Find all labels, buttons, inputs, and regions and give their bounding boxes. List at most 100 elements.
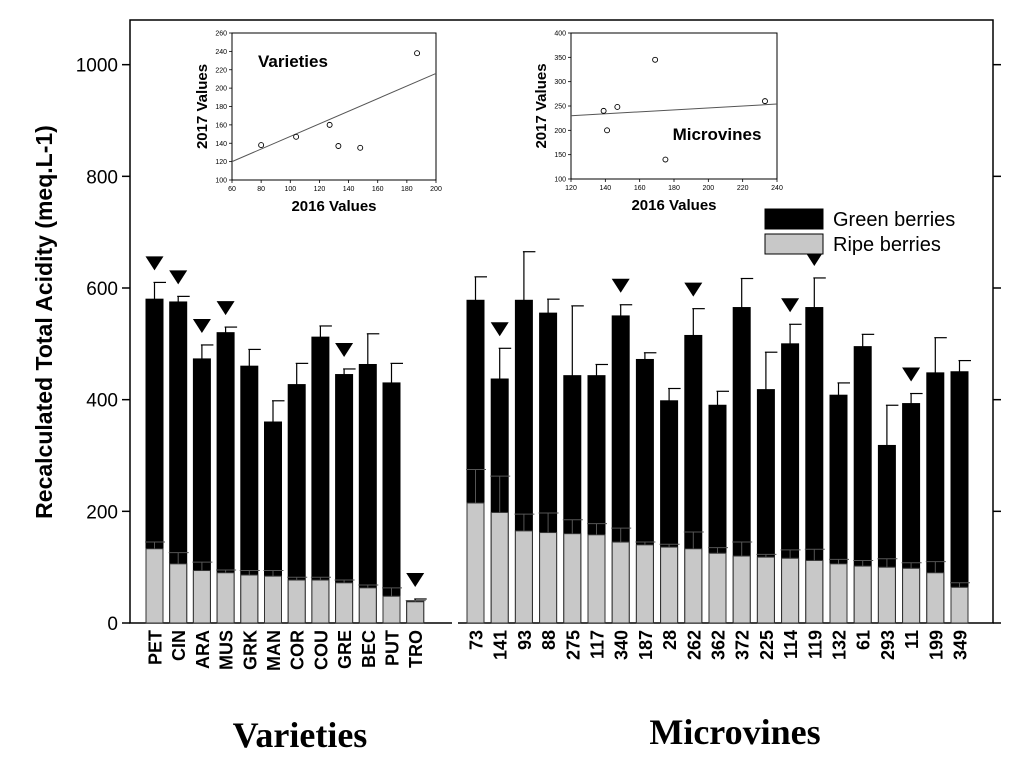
bar-green-berries — [382, 382, 401, 624]
inset-point — [335, 143, 342, 149]
category-label: 28 — [660, 630, 680, 650]
bar-ripe-berries — [514, 530, 533, 624]
inset-y-tick-label: 120 — [215, 159, 227, 166]
bar-ripe-berries — [406, 601, 425, 624]
significance-marker — [805, 251, 824, 266]
inset-x-tick-label: 120 — [314, 186, 326, 193]
bar-ripe-berries — [192, 570, 211, 624]
inset-y-tick-label: 200 — [554, 128, 566, 135]
inset-point — [258, 142, 265, 149]
bar-ripe-berries — [902, 567, 921, 624]
inset-x-tick-label: 100 — [284, 186, 296, 193]
category-label: 187 — [636, 630, 656, 660]
inset-title: Microvines — [673, 125, 762, 144]
inset-y-tick-label: 150 — [554, 152, 566, 159]
bar-ripe-berries — [382, 595, 401, 624]
bar-ripe-berries — [490, 511, 509, 624]
significance-marker — [684, 282, 703, 297]
y-tick-label: 1000 — [76, 56, 118, 77]
inset-frame — [231, 32, 437, 181]
y-axis-label: Recalculated Total Acidity (meq.L-1) — [31, 125, 57, 519]
category-label: 132 — [830, 630, 850, 660]
bar-ripe-berries — [311, 579, 330, 624]
category-label: COU — [311, 630, 331, 670]
significance-markers — [145, 251, 921, 587]
bar-ripe-berries — [587, 534, 606, 624]
inset-x-tick-label: 200 — [702, 185, 714, 192]
inset-point — [652, 56, 659, 63]
significance-marker — [169, 270, 188, 285]
category-label: 349 — [951, 630, 971, 660]
category-label: 117 — [588, 630, 608, 659]
inset-point — [614, 104, 621, 110]
bar-ripe-berries — [216, 572, 235, 624]
bar-ripe-berries — [877, 566, 896, 624]
category-label: 93 — [515, 630, 535, 650]
category-label: 262 — [684, 630, 704, 660]
bar-ripe-berries — [732, 555, 751, 624]
inset-point — [326, 121, 333, 128]
inset-point — [293, 133, 300, 140]
significance-marker — [216, 301, 235, 316]
bar-ripe-berries — [805, 559, 824, 624]
inset-y-tick-label: 350 — [554, 55, 566, 62]
y-tick-label: 800 — [86, 167, 118, 188]
category-label: 141 — [491, 630, 511, 660]
bar-ripe-berries — [950, 586, 969, 624]
inset-x-tick-label: 180 — [668, 185, 680, 192]
category-label: 340 — [612, 630, 632, 660]
inset-x-tick-label: 60 — [228, 186, 236, 193]
bar-ripe-berries — [466, 502, 485, 624]
legend-swatch-ripe — [764, 233, 824, 255]
bar-ripe-berries — [781, 557, 800, 624]
inset-x-tick-label: 160 — [634, 185, 646, 192]
main-plot: 0 200 400 600 800 1000 PET CIN ARA MUS GRK MAN COR C… — [31, 19, 1001, 671]
y-axis-ticks: 0 200 400 600 800 1000 — [76, 56, 1001, 635]
inset-x-tick-label: 240 — [771, 185, 783, 192]
inset-varieties: 60 80 100 120 140 160 180 200 100 120 140 160 180 200… — [194, 31, 442, 216]
inset-y-tick-label: 160 — [215, 122, 227, 129]
bar-ripe-berries — [660, 546, 679, 624]
category-label: 225 — [757, 630, 777, 660]
inset-point — [662, 156, 669, 163]
inset-y-tick-label: 400 — [554, 31, 566, 38]
inset-y-tick-label: 140 — [215, 141, 227, 148]
inset-y-tick-label: 180 — [215, 104, 227, 111]
bar-green-berries — [358, 363, 377, 624]
category-label: ARA — [193, 630, 213, 669]
bar-ripe-berries — [635, 544, 654, 624]
inset-y-label: 2017 Values — [533, 63, 550, 148]
significance-marker — [335, 342, 354, 357]
category-label: PUT — [383, 630, 403, 666]
significance-marker — [490, 322, 509, 337]
inset-y-tick-label: 200 — [215, 86, 227, 93]
category-label: 114 — [781, 630, 801, 659]
inset-y-tick-label: 300 — [554, 79, 566, 86]
significance-marker — [902, 367, 921, 382]
significance-marker — [406, 572, 425, 587]
category-labels: PET CIN ARA MUS GRK MAN COR COU GRE BEC PUT TRO 73 14… — [146, 630, 971, 671]
y-tick-label: 600 — [86, 279, 118, 300]
legend-label-green: Green berries — [833, 209, 955, 231]
bar-marks — [145, 251, 971, 627]
inset-fit-line — [231, 72, 437, 163]
category-label: GRE — [335, 630, 355, 669]
bar-ripe-berries — [611, 541, 630, 624]
category-label: MAN — [264, 630, 284, 671]
category-label: 293 — [878, 630, 898, 660]
inset-x-tick-label: 200 — [430, 186, 442, 193]
bar-ripe-berries — [708, 552, 727, 624]
plot-frame — [129, 19, 994, 624]
inset-point — [357, 144, 364, 151]
legend: Green berries Ripe berries — [764, 208, 955, 256]
inset-point — [604, 127, 610, 134]
category-label: COR — [288, 630, 308, 670]
inset-x-tick-label: 180 — [401, 186, 413, 193]
inset-y-tick-label: 100 — [554, 177, 566, 184]
bar-ripe-berries — [264, 575, 282, 624]
bar-ripe-berries — [335, 582, 354, 624]
category-label: GRK — [240, 630, 260, 670]
inset-y-tick-label: 100 — [215, 178, 227, 185]
bar-ripe-berries — [240, 574, 259, 624]
category-label: 119 — [805, 630, 825, 659]
